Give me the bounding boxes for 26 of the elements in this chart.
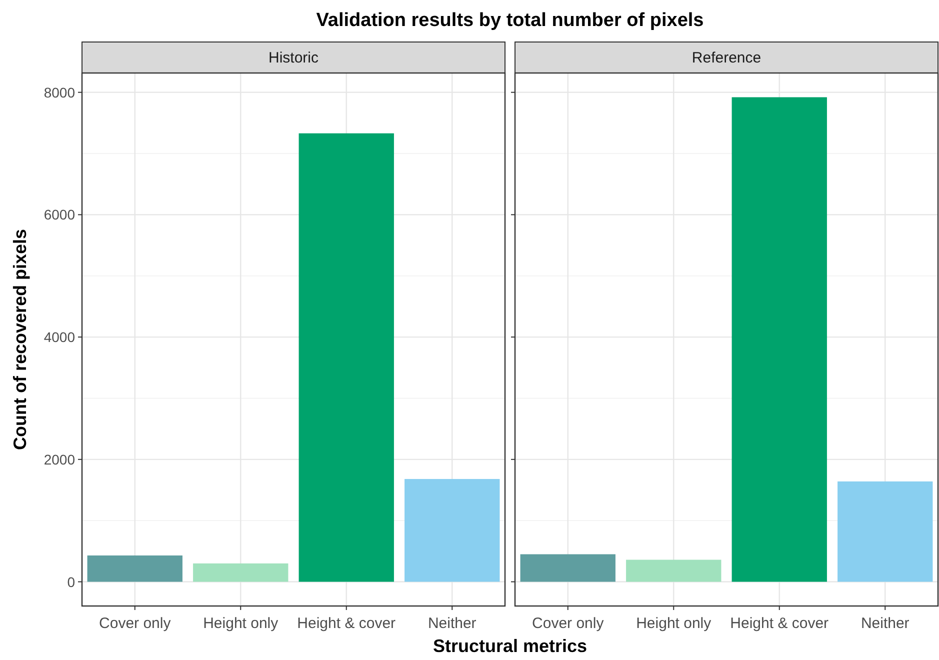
x-axis-title: Structural metrics	[432, 636, 588, 656]
y-tick-label: 8000	[44, 84, 76, 100]
bar	[193, 563, 288, 582]
x-tick-label: Cover only	[99, 615, 172, 632]
bar	[298, 133, 394, 582]
y-tick-label: 4000	[44, 329, 76, 346]
x-tick-label: Height only	[203, 615, 279, 632]
x-tick-label: Cover only	[532, 615, 604, 632]
bar	[732, 97, 827, 582]
bar	[838, 481, 933, 582]
x-tick-label: Height & cover	[297, 615, 396, 632]
y-tick-label: 0	[67, 574, 76, 590]
chart-subtitle: Reference	[692, 50, 762, 66]
bar	[404, 478, 500, 582]
x-tick-label: Height only	[636, 615, 712, 632]
x-tick-label: Height & cover	[730, 615, 829, 632]
chart-title: Validation results by total number of pixels	[316, 10, 704, 31]
bar	[520, 554, 616, 582]
chart-subtitle: Historic	[268, 50, 319, 66]
bar	[87, 555, 182, 582]
bar	[626, 560, 722, 582]
y-tick-label: 2000	[44, 451, 76, 468]
y-axis-title: Count of recovered pixels	[10, 228, 30, 450]
x-tick-label: Neither	[428, 615, 476, 632]
x-tick-label: Neither	[860, 615, 910, 632]
y-tick-label: 6000	[44, 206, 76, 223]
